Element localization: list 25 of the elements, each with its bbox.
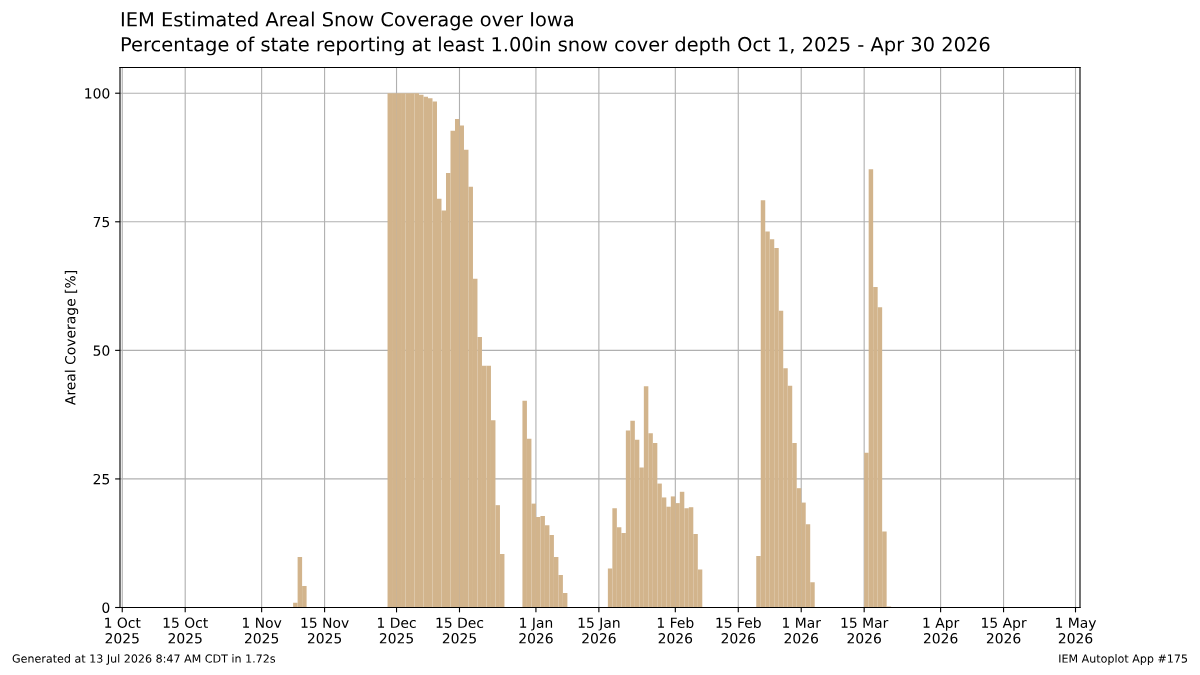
x-tick-label: 15 Mar 2026	[841, 617, 889, 644]
x-tick-label: 1 Jan 2026	[519, 617, 553, 644]
x-tick-label: 1 Nov 2025	[242, 617, 282, 644]
x-tick-label: 1 Mar 2026	[783, 617, 821, 644]
text: IEM Autoplot App #175	[1059, 654, 1188, 665]
y-axis-title: Areal Coverage [%]	[64, 271, 79, 405]
text: Generated at 13 Jul 2026 8:47 AM CDT in 1.72s	[12, 654, 276, 665]
x-tick-label: 15 Dec 2025	[436, 617, 484, 644]
x-tick-label: 1 Oct 2025	[105, 617, 141, 644]
chart-title: IEM Estimated Areal Snow Coverage over Iowa	[121, 11, 573, 31]
x-tick-label: 1 Dec 2025	[378, 617, 416, 644]
x-tick-label: 1 Feb 2026	[657, 617, 694, 644]
x-tick-label: 1 Apr 2026	[923, 617, 960, 644]
chart-subtitle: Percentage of state reporting at least 1.00in snow cover depth Oct 1, 2025 - Apr 30 2026	[121, 36, 990, 56]
x-tick-label: 15 Feb 2026	[716, 617, 761, 644]
x-tick-label: 15 Jan 2026	[578, 617, 620, 644]
y-tick-label: 25	[93, 473, 110, 485]
y-tick-label: 50	[93, 345, 110, 356]
x-tick-label: 15 Oct 2025	[163, 617, 208, 644]
y-tick-label: 75	[93, 216, 110, 228]
x-tick-label: 1 May 2026	[1056, 617, 1097, 644]
y-tick-label: 100	[85, 88, 110, 99]
x-tick-label: 15 Apr 2026	[982, 617, 1027, 644]
x-tick-label: 15 Nov 2025	[301, 617, 349, 644]
y-tick-label: 0	[102, 602, 110, 613]
